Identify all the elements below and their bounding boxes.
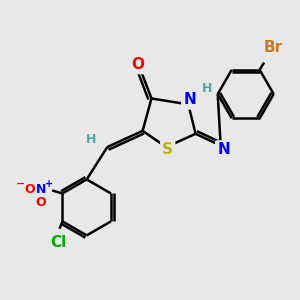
Text: O: O bbox=[36, 196, 46, 209]
Text: H: H bbox=[86, 133, 96, 146]
Text: −: − bbox=[16, 179, 25, 189]
Text: S: S bbox=[162, 142, 173, 158]
Text: N: N bbox=[36, 183, 46, 196]
Text: N: N bbox=[217, 142, 230, 158]
Text: O: O bbox=[24, 183, 34, 196]
Text: Br: Br bbox=[263, 40, 283, 55]
Text: Cl: Cl bbox=[50, 235, 66, 250]
Text: +: + bbox=[45, 179, 53, 189]
Text: N: N bbox=[183, 92, 196, 107]
Text: O: O bbox=[132, 57, 145, 72]
Text: H: H bbox=[202, 82, 213, 95]
